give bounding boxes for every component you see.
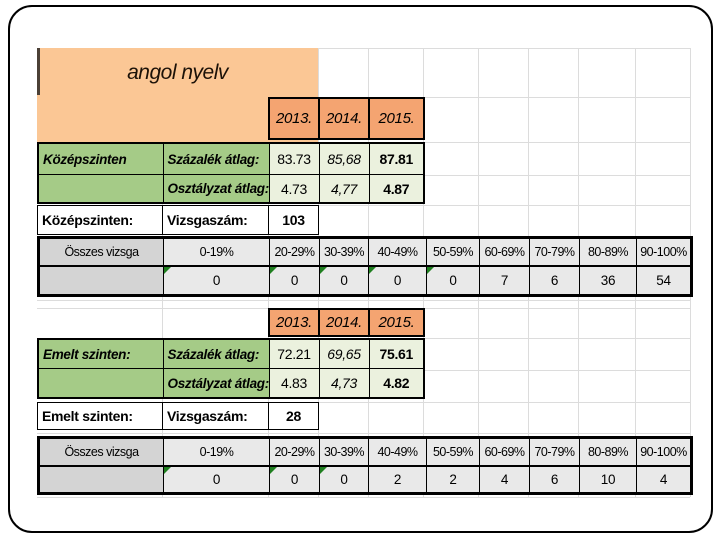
error-flag-triangle [320, 267, 327, 274]
range-header: 70-79% [529, 437, 580, 467]
all-exams-label: Összes vizsga [38, 437, 164, 467]
range-header: 40-49% [368, 437, 427, 467]
grade-avg-label: Osztályzat átlag: [162, 368, 270, 399]
year-header-row-1: 2013. 2014. 2015. [268, 97, 425, 140]
empty-cell [38, 465, 164, 494]
dist-value: 0 [163, 465, 270, 494]
grade-avg-2015: 4.87 [368, 174, 425, 204]
range-header: 50-59% [426, 437, 480, 467]
range-header: 0-19% [163, 237, 270, 267]
advanced-level-distribution-table: Összes vizsga 0-19% 20-29% 30-39% 40-49%… [37, 436, 693, 495]
range-header: 0-19% [163, 437, 270, 467]
dist-value: 0 [269, 465, 320, 494]
error-flag-triangle [320, 467, 327, 474]
empty-cell [38, 265, 164, 296]
dist-value: 10 [579, 465, 637, 494]
dist-value: 0 [319, 465, 369, 494]
range-header: 60-69% [479, 237, 530, 267]
year-cell: 2014. [318, 308, 370, 337]
mid-level-distribution-table: Összes vizsga 0-19% 20-29% 30-39% 40-49%… [37, 236, 693, 297]
gridline [37, 497, 690, 498]
error-flag-triangle [270, 267, 277, 274]
error-flag-triangle [270, 467, 277, 474]
range-header: 50-59% [426, 237, 480, 267]
dist-value: 4 [479, 465, 530, 494]
percent-avg-label: Százalék átlag: [162, 142, 270, 175]
level-label: Emelt szinten: [37, 338, 164, 369]
range-header: 30-39% [319, 237, 369, 267]
advanced-level-averages-table: Emelt szinten: Százalék átlag: 72.21 69,… [37, 338, 425, 399]
percent-avg-2014: 85,68 [318, 142, 370, 175]
year-cell: 2014. [318, 97, 370, 140]
empty-cell [37, 174, 164, 204]
percent-avg-2013: 83.73 [268, 142, 320, 175]
year-cell: 2015. [368, 97, 425, 140]
mid-level-exam-count-row: Középszinten: Vizsgaszám: 103 [37, 205, 319, 235]
gridline [37, 433, 690, 434]
grade-avg-2013: 4.73 [268, 174, 320, 204]
empty-cell [37, 368, 164, 399]
range-header: 30-39% [319, 437, 369, 467]
range-header: 20-29% [269, 437, 320, 467]
dist-value: 54 [636, 265, 692, 296]
level-label: Középszinten [37, 142, 164, 175]
page-title: angol nyelv [127, 60, 228, 84]
year-cell: 2015. [368, 308, 425, 337]
gridline [37, 205, 690, 206]
range-header: 60-69% [479, 437, 530, 467]
grade-avg-label: Osztályzat átlag: [162, 174, 270, 204]
range-header: 90-100% [636, 237, 692, 267]
percent-avg-2013: 72.21 [268, 338, 320, 369]
mid-level-averages-table: Középszinten Százalék átlag: 83.73 85,68… [37, 142, 425, 204]
dist-value: 7 [479, 265, 530, 296]
range-header: 80-89% [579, 237, 637, 267]
advanced-level-exam-count-row: Emelt szinten: Vizsgaszám: 28 [37, 402, 319, 430]
year-cell: 2013. [268, 97, 320, 140]
percent-avg-2015: 75.61 [368, 338, 425, 369]
dist-value: 2 [426, 465, 480, 494]
range-header: 90-100% [636, 437, 692, 467]
level-label: Középszinten: [37, 205, 163, 235]
percent-avg-2015: 87.81 [368, 142, 425, 175]
grade-avg-2014: 4,77 [318, 174, 370, 204]
exam-count-value: 103 [268, 205, 319, 235]
error-flag-triangle [369, 267, 376, 274]
title-accent-bar [37, 48, 40, 95]
exam-count-label: Vizsgaszám: [162, 205, 269, 235]
dist-value: 0 [163, 265, 270, 296]
dist-value: 4 [636, 465, 692, 494]
exam-count-value: 28 [268, 402, 319, 430]
level-label: Emelt szinten: [37, 402, 163, 430]
range-header: 40-49% [368, 237, 427, 267]
gridline [37, 48, 690, 49]
error-flag-triangle [164, 267, 171, 274]
dist-value: 6 [529, 465, 580, 494]
gridline [37, 300, 690, 301]
percent-avg-label: Százalék átlag: [162, 338, 270, 369]
dist-value: 0 [269, 265, 320, 296]
dist-value: 2 [368, 465, 427, 494]
year-cell: 2013. [268, 308, 320, 337]
dist-value: 0 [319, 265, 369, 296]
grade-avg-2013: 4.83 [268, 368, 320, 399]
year-header-row-2: 2013. 2014. 2015. [268, 308, 425, 337]
range-header: 80-89% [579, 437, 637, 467]
range-header: 20-29% [269, 237, 320, 267]
dist-value: 6 [529, 265, 580, 296]
dist-value: 0 [426, 265, 480, 296]
dist-value: 36 [579, 265, 637, 296]
error-flag-triangle [164, 467, 171, 474]
exam-count-label: Vizsgaszám: [162, 402, 269, 430]
dist-value: 0 [368, 265, 427, 296]
range-header: 70-79% [529, 237, 580, 267]
all-exams-label: Összes vizsga [38, 237, 164, 267]
error-flag-triangle [427, 267, 434, 274]
grade-avg-2015: 4.82 [368, 368, 425, 399]
percent-avg-2014: 69,65 [318, 338, 370, 369]
grade-avg-2014: 4,73 [318, 368, 370, 399]
gridline [37, 402, 690, 403]
